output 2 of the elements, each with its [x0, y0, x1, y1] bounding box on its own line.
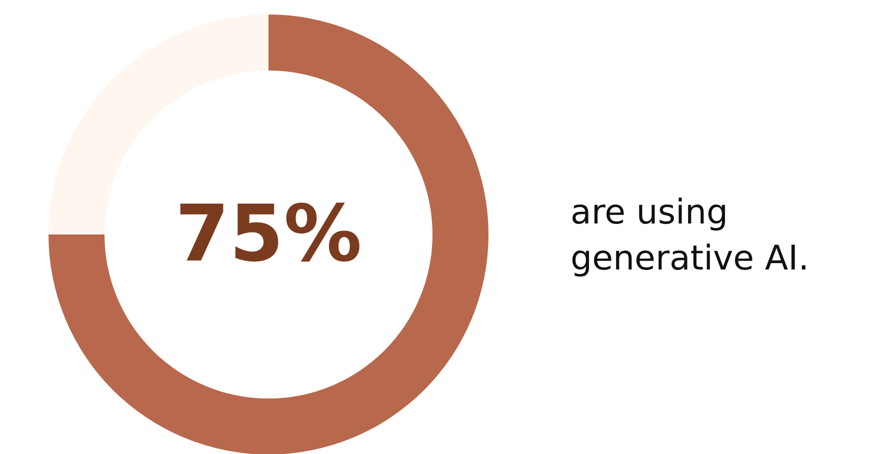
text: are using generative AI.	[570, 192, 809, 278]
text: 75%	[175, 190, 362, 280]
